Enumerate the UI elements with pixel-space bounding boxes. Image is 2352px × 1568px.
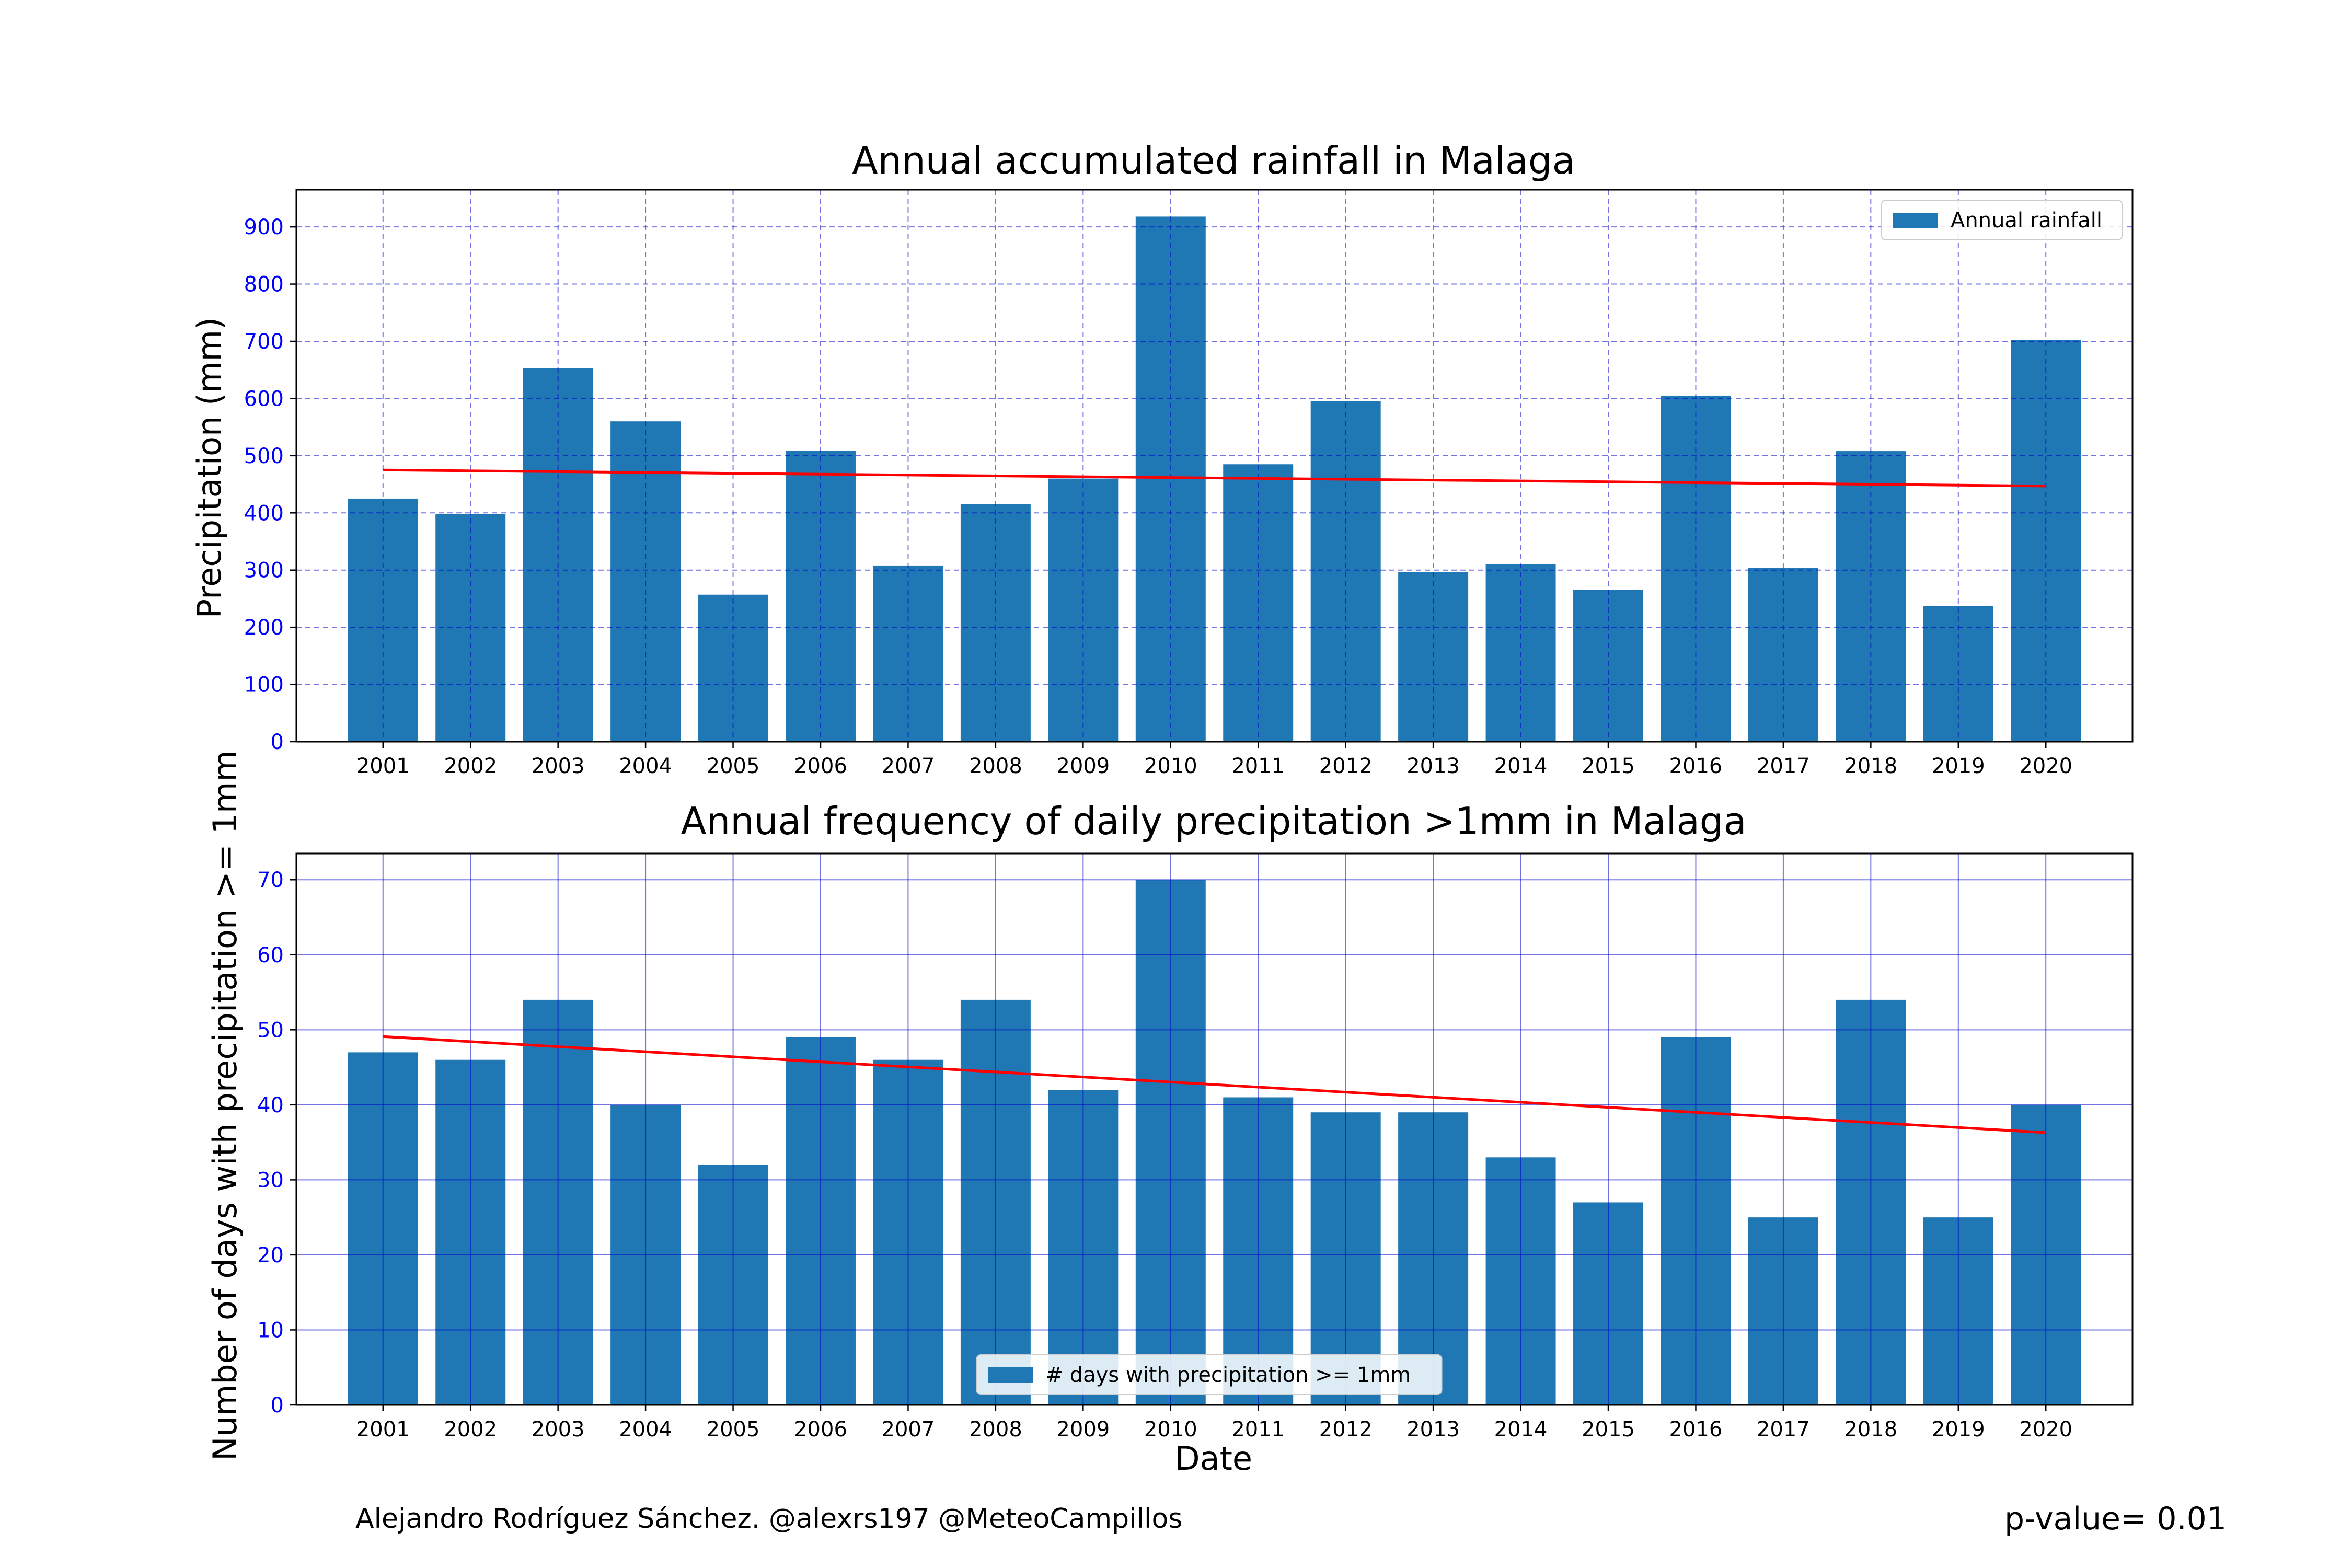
frequency-ytick-label-50: 50 (257, 1018, 284, 1042)
frequency-ytick-label-30: 30 (257, 1168, 284, 1192)
frequency-ytick-label-60: 60 (257, 943, 284, 967)
frequency-xtick-label-2002: 2002 (444, 1417, 497, 1442)
rainfall-xtick-label-2015: 2015 (1582, 754, 1635, 778)
credit-text: Alejandro Rodríguez Sánchez. @alexrs197 … (355, 1503, 1182, 1535)
frequency-ytick-label-70: 70 (257, 868, 284, 892)
frequency-xtick-label-2014: 2014 (1494, 1417, 1548, 1442)
rainfall-trend-line (383, 468, 2046, 488)
rainfall-bar-2008 (960, 504, 1031, 742)
frequency-axes-frame (295, 852, 2134, 1406)
frequency-xtick-label-2009: 2009 (1056, 1417, 1110, 1442)
rainfall-xtick-label-2014: 2014 (1494, 754, 1548, 778)
rainfall-xtick-label-2002: 2002 (444, 754, 497, 778)
rainfall-legend-box (1881, 200, 2123, 240)
frequency-x-axis-label: Date (1175, 1439, 1252, 1478)
frequency-ytick-label-20: 20 (257, 1243, 284, 1267)
rainfall-xtick-label-2005: 2005 (707, 754, 760, 778)
frequency-xtick-label-2011: 2011 (1231, 1417, 1285, 1442)
rainfall-xtick-label-2008: 2008 (969, 754, 1022, 778)
frequency-xtick-label-2017: 2017 (1757, 1417, 1810, 1442)
rainfall-ytick-label-800: 800 (244, 273, 284, 297)
rainfall-xtick-label-2019: 2019 (1932, 754, 1985, 778)
rainfall-plot-area: 0 100 200 300 400 500 600 700 800 900 2001 2002 2003… (244, 189, 2134, 778)
frequency-legend-swatch (988, 1367, 1033, 1383)
rainfall-y-axis-label: Precipitation (mm) (190, 317, 228, 618)
rainfall-xtick-label-2017: 2017 (1757, 754, 1810, 778)
rainfall-xtick-label-2001: 2001 (356, 754, 410, 778)
rainfall-xtick-label-2009: 2009 (1056, 754, 1110, 778)
frequency-xtick-label-2016: 2016 (1669, 1417, 1723, 1442)
frequency-legend: # days with precipitation >= 1mm (976, 1354, 1443, 1395)
rainfall-ytick-label-200: 200 (244, 616, 284, 640)
frequency-xtick-label-2012: 2012 (1319, 1417, 1373, 1442)
frequency-ytick-label-40: 40 (257, 1093, 284, 1117)
frequency-xtick-label-2013: 2013 (1406, 1417, 1460, 1442)
frequency-xtick-label-2007: 2007 (882, 1417, 935, 1442)
frequency-legend-label: # days with precipitation >= 1mm (1046, 1363, 1411, 1387)
frequency-plot-area: 0 10 20 30 40 50 60 70 2001 2002 2003 2004 2005 2006 2… (257, 852, 2134, 1442)
rainfall-ytick-label-500: 500 (244, 444, 284, 468)
frequency-xtick-label-2008: 2008 (969, 1417, 1022, 1442)
frequency-xtick-label-2018: 2018 (1844, 1417, 1897, 1442)
frequency-legend-box (976, 1354, 1443, 1395)
frequency-xtick-label-2004: 2004 (619, 1417, 672, 1442)
frequency-chart-title: Annual frequency of daily precipitation … (681, 799, 1746, 843)
frequency-ytick-label-10: 10 (257, 1318, 284, 1342)
rainfall-xtick-label-2018: 2018 (1844, 754, 1897, 778)
rainfall-xtick-label-2011: 2011 (1231, 754, 1285, 778)
rainfall-ytick-label-300: 300 (244, 559, 284, 583)
rainfall-legend-label: Annual rainfall (1951, 209, 2102, 233)
p-value-text: p-value= 0.01 (2004, 1501, 2227, 1537)
rainfall-xtick-label-2013: 2013 (1406, 754, 1460, 778)
frequency-xtick-label-2001: 2001 (356, 1417, 410, 1442)
frequency-xtick-label-2003: 2003 (532, 1417, 585, 1442)
frequency-y-axis-label: Number of days with precipitation >= 1mm (206, 750, 244, 1461)
frequency-xtick-label-2015: 2015 (1582, 1417, 1635, 1442)
frequency-xtick-label-2006: 2006 (794, 1417, 847, 1442)
rainfall-xtick-label-2007: 2007 (882, 754, 935, 778)
rainfall-legend-swatch (1893, 213, 1938, 228)
rainfall-xtick-label-2006: 2006 (794, 754, 847, 778)
rainfall-xtick-label-2016: 2016 (1669, 754, 1723, 778)
frequency-xtick-label-2005: 2005 (707, 1417, 760, 1442)
rainfall-ytick-label-100: 100 (244, 673, 284, 697)
frequency-xtick-label-2010: 2010 (1144, 1417, 1197, 1442)
rainfall-axes-frame (295, 189, 2134, 743)
rainfall-ytick-label-700: 700 (244, 330, 284, 354)
frequency-xtick-label-2019: 2019 (1932, 1417, 1985, 1442)
frequency-ytick-label-0: 0 (271, 1393, 284, 1417)
rainfall-ytick-label-900: 900 (244, 215, 284, 239)
rainfall-chart: Annual accumulated rainfall in Malaga Pr… (190, 139, 2134, 778)
rainfall-legend: Annual rainfall (1881, 200, 2123, 240)
rainfall-ytick-label-600: 600 (244, 387, 284, 411)
frequency-chart: Annual frequency of daily precipitation … (206, 750, 2134, 1478)
rainfall-xtick-label-2003: 2003 (532, 754, 585, 778)
rainfall-xtick-label-2010: 2010 (1144, 754, 1197, 778)
rainfall-xtick-label-2004: 2004 (619, 754, 672, 778)
frequency-trend-line (383, 1035, 2046, 1134)
rainfall-chart-title: Annual accumulated rainfall in Malaga (852, 139, 1575, 182)
rainfall-ytick-label-400: 400 (244, 501, 284, 525)
rainfall-ytick-label-0: 0 (271, 730, 284, 754)
frequency-xtick-label-2020: 2020 (2019, 1417, 2072, 1442)
rainfall-xtick-label-2012: 2012 (1319, 754, 1373, 778)
rainfall-bar-2018 (1836, 451, 1906, 742)
rainfall-bar-2006 (786, 451, 856, 742)
rainfall-xtick-label-2020: 2020 (2019, 754, 2072, 778)
